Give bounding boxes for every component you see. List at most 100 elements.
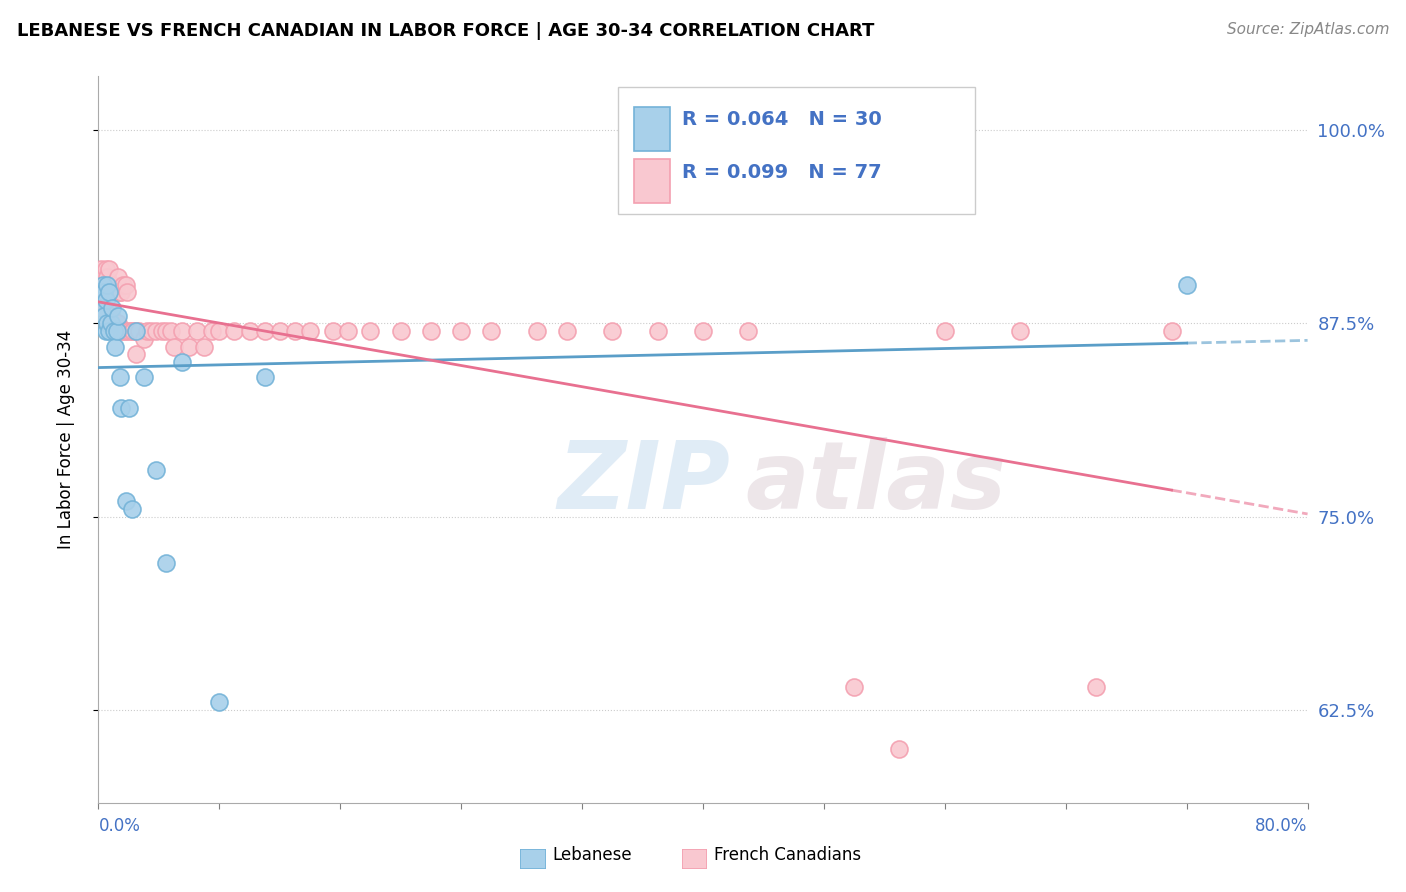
Point <box>160 324 183 338</box>
Point <box>114 494 136 508</box>
Point <box>284 324 307 338</box>
Point <box>155 556 177 570</box>
Point <box>107 309 129 323</box>
Point <box>100 277 122 292</box>
Point <box>103 285 125 300</box>
Point <box>145 463 167 477</box>
Point <box>115 285 138 300</box>
Point <box>934 324 956 338</box>
Point <box>94 262 117 277</box>
Point <box>105 324 128 338</box>
Point <box>110 285 132 300</box>
Text: 80.0%: 80.0% <box>1256 817 1308 835</box>
Point <box>94 324 117 338</box>
Point <box>90 301 112 315</box>
Point <box>1175 277 1198 292</box>
Point <box>93 309 115 323</box>
Point <box>121 324 143 338</box>
Point <box>107 316 129 330</box>
Point <box>105 316 128 330</box>
Point <box>111 277 134 292</box>
Point <box>91 277 114 292</box>
Point <box>121 502 143 516</box>
Point <box>420 324 443 338</box>
Text: French Canadians: French Canadians <box>714 847 862 864</box>
Point <box>1085 680 1108 694</box>
Point <box>450 324 472 338</box>
Point <box>112 324 135 338</box>
Point <box>170 355 193 369</box>
Point <box>322 324 344 338</box>
Point <box>170 324 193 338</box>
Point <box>98 262 121 277</box>
Point <box>100 316 122 330</box>
Point <box>889 741 911 756</box>
Point <box>163 339 186 353</box>
Point <box>186 324 208 338</box>
Point <box>145 324 167 338</box>
Point <box>98 285 121 300</box>
Point <box>555 324 578 338</box>
Point <box>101 277 124 292</box>
Point <box>107 269 129 284</box>
Point <box>89 285 111 300</box>
Point <box>208 695 231 709</box>
Point <box>125 324 148 338</box>
Point <box>844 680 866 694</box>
Point <box>122 324 145 338</box>
Point <box>1010 324 1032 338</box>
Point <box>94 293 117 307</box>
Point <box>96 316 118 330</box>
Point <box>737 324 759 338</box>
Point <box>239 324 262 338</box>
Point <box>89 285 111 300</box>
Point <box>104 339 127 353</box>
Point <box>108 285 131 300</box>
Point <box>94 285 117 300</box>
Y-axis label: In Labor Force | Age 30-34: In Labor Force | Age 30-34 <box>56 330 75 549</box>
Text: 0.0%: 0.0% <box>98 817 141 835</box>
Point <box>253 370 276 384</box>
Point <box>128 324 150 338</box>
Point <box>299 324 322 338</box>
Point <box>96 269 118 284</box>
Point <box>132 370 155 384</box>
Text: R = 0.099   N = 77: R = 0.099 N = 77 <box>682 163 882 182</box>
Point <box>360 324 382 338</box>
Point <box>193 339 215 353</box>
Point <box>91 285 114 300</box>
Point <box>114 277 136 292</box>
Point <box>114 324 136 338</box>
Point <box>90 262 112 277</box>
Point <box>481 324 503 338</box>
Point <box>336 324 359 338</box>
Point <box>602 324 624 338</box>
Text: Lebanese: Lebanese <box>553 847 633 864</box>
Point <box>98 324 121 338</box>
Point <box>125 347 148 361</box>
Point <box>389 324 412 338</box>
Point <box>93 285 115 300</box>
Point <box>96 301 118 315</box>
Point <box>104 285 127 300</box>
FancyBboxPatch shape <box>619 87 976 214</box>
Point <box>141 324 163 338</box>
Point <box>526 324 548 338</box>
Point <box>132 332 155 346</box>
Point <box>101 301 124 315</box>
Point <box>93 301 115 315</box>
Point <box>104 316 127 330</box>
Point <box>224 324 246 338</box>
Point <box>93 277 115 292</box>
Point <box>150 324 173 338</box>
Point <box>98 285 121 300</box>
Point <box>118 324 141 338</box>
Point <box>208 324 231 338</box>
Point <box>118 401 141 416</box>
Text: LEBANESE VS FRENCH CANADIAN IN LABOR FORCE | AGE 30-34 CORRELATION CHART: LEBANESE VS FRENCH CANADIAN IN LABOR FOR… <box>17 22 875 40</box>
Text: Source: ZipAtlas.com: Source: ZipAtlas.com <box>1226 22 1389 37</box>
Text: atlas: atlas <box>745 437 1007 529</box>
Point <box>179 339 201 353</box>
Point <box>125 324 148 338</box>
Point <box>91 269 114 284</box>
